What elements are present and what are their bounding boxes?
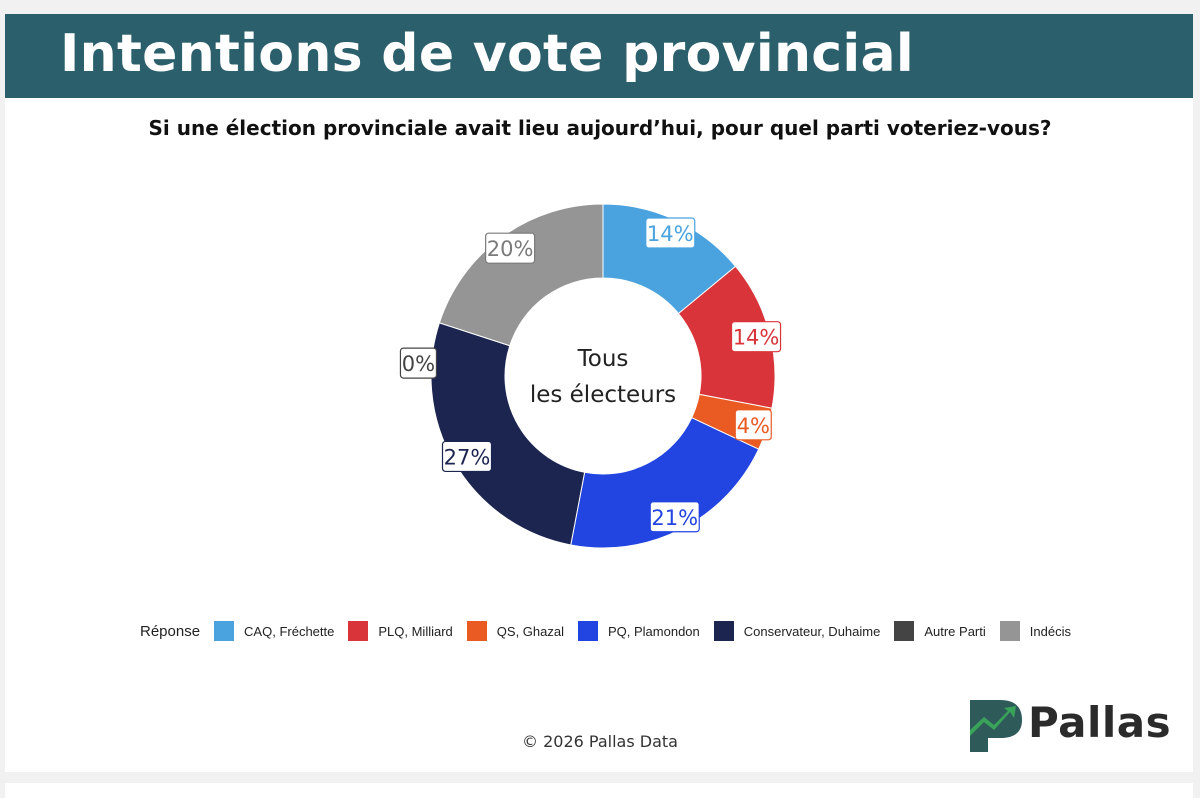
data-label-group: 14% <box>645 217 696 249</box>
legend-label: QS, Ghazal <box>496 623 564 639</box>
legend-item: Autre Parti <box>894 621 986 641</box>
legend-swatch <box>214 621 235 641</box>
copyright-text: © 2026 Pallas Data <box>522 732 678 751</box>
data-label: 0% <box>402 352 435 376</box>
title-banner: Intentions de vote provincial <box>5 14 1193 98</box>
legend-swatch <box>894 621 915 641</box>
data-label: 4% <box>737 414 770 438</box>
data-label: 20% <box>487 237 534 261</box>
legend-swatch <box>713 621 734 641</box>
page-title: Intentions de vote provincial <box>60 24 915 84</box>
legend-item: QS, Ghazal <box>466 621 564 641</box>
pallas-logo-icon <box>970 700 1022 752</box>
legend-item: Conservateur, Duhaime <box>713 621 881 641</box>
legend-item: CAQ, Fréchette <box>214 621 334 641</box>
data-label-group: 14% <box>730 321 782 353</box>
center-label: les électeurs <box>530 382 676 408</box>
data-label-group: 4% <box>734 409 772 441</box>
legend-label: PQ, Plamondon <box>607 623 700 639</box>
legend-title: Réponse <box>140 622 201 640</box>
data-label: 21% <box>651 506 698 530</box>
pallas-logo-text: Pallas <box>1028 698 1172 747</box>
data-label-box <box>441 440 493 473</box>
legend-label: Conservateur, Duhaime <box>743 623 881 639</box>
legend-swatch <box>348 621 369 641</box>
data-label-group: 21% <box>649 501 700 533</box>
donut-slice <box>430 322 586 546</box>
data-label-group: 27% <box>441 440 493 473</box>
data-label-box <box>734 409 772 441</box>
chart-legend: Réponse CAQ, Fréchette PLQ, Milliard QS, G… <box>140 621 1085 641</box>
data-label-box <box>649 501 700 533</box>
data-label-box <box>485 232 536 264</box>
survey-question: Si une élection provinciale avait lieu a… <box>148 116 1052 140</box>
legend-item: Indécis <box>999 621 1071 641</box>
data-label-group: 20% <box>485 232 536 264</box>
data-label: 27% <box>444 445 491 469</box>
legend-item: PQ, Plamondon <box>577 621 700 641</box>
legend-item: PLQ, Milliard <box>348 621 453 641</box>
data-label-box <box>730 321 782 353</box>
donut-chart: 14% 14% 4% 21% 27% 0% 20% Tous les électeurs <box>399 203 782 549</box>
legend-label: PLQ, Milliard <box>378 623 453 639</box>
legend-label: Indécis <box>1029 623 1071 639</box>
legend-swatch <box>577 621 598 641</box>
legend-swatch <box>999 621 1020 641</box>
legend-swatch <box>466 621 487 641</box>
donut-slice <box>570 417 760 549</box>
center-label: Tous <box>577 346 629 372</box>
data-label-box <box>645 217 696 249</box>
pallas-logo: Pallas <box>966 696 1176 756</box>
next-card-strip <box>5 783 1193 798</box>
chart-card: Intentions de vote provincial <box>5 14 1193 772</box>
legend-label: CAQ, Fréchette <box>244 623 335 639</box>
data-label-group: 0% <box>399 347 438 379</box>
data-label: 14% <box>733 326 780 350</box>
data-label: 14% <box>647 222 694 246</box>
legend-label: Autre Parti <box>924 623 986 639</box>
donut-slice <box>438 203 604 347</box>
data-label-box <box>399 347 438 379</box>
